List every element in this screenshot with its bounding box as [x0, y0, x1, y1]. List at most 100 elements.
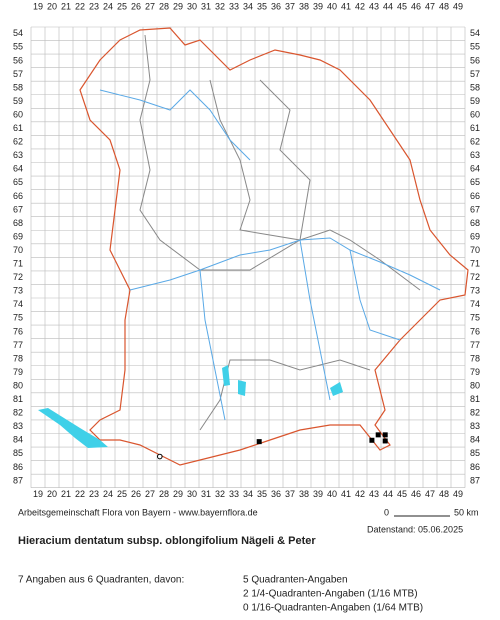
column-label: 43 — [369, 489, 379, 499]
row-label: 65 — [470, 177, 480, 187]
river — [299, 239, 331, 401]
column-label: 25 — [117, 489, 127, 499]
occurrence-marker — [375, 432, 381, 438]
column-label: 47 — [425, 489, 435, 499]
occurrence-marker — [382, 438, 388, 444]
column-label: 35 — [257, 489, 267, 499]
row-label: 74 — [470, 299, 480, 309]
row-label: 66 — [470, 191, 480, 201]
column-label: 38 — [299, 1, 309, 11]
row-label: 81 — [470, 394, 480, 404]
row-label: 82 — [470, 408, 480, 418]
column-label: 40 — [327, 1, 337, 11]
column-label: 24 — [103, 1, 113, 11]
column-label: 22 — [75, 1, 85, 11]
river — [349, 249, 401, 341]
row-label: 74 — [13, 299, 23, 309]
row-label: 57 — [470, 69, 480, 79]
column-label: 38 — [299, 489, 309, 499]
row-label: 62 — [470, 137, 480, 147]
row-label: 67 — [470, 204, 480, 214]
column-label: 33 — [229, 1, 239, 11]
occurrence-marker — [157, 453, 163, 460]
count: 2 1/4-Quadranten-Angaben (1/16 MTB) — [243, 589, 418, 600]
column-label: 36 — [271, 489, 281, 499]
column-label: 27 — [145, 489, 155, 499]
row-label: 81 — [13, 394, 23, 404]
district-border — [209, 79, 311, 241]
row-label: 71 — [13, 259, 23, 269]
row-label: 82 — [13, 408, 23, 418]
row-label: 70 — [13, 245, 23, 255]
markers — [157, 432, 388, 460]
date: Datenstand: 05.06.2025 — [367, 524, 463, 534]
lake — [38, 408, 108, 448]
row-label: 78 — [470, 353, 480, 363]
column-label: 32 — [215, 1, 225, 11]
row-label: 80 — [13, 380, 23, 390]
summary: 7 Angaben aus 6 Quadranten, davon: — [18, 575, 184, 586]
column-label: 32 — [215, 489, 225, 499]
column-label: 33 — [229, 489, 239, 499]
column-label: 44 — [383, 1, 393, 11]
row-label: 69 — [470, 231, 480, 241]
column-label: 30 — [187, 489, 197, 499]
row-label: 72 — [13, 272, 23, 282]
column-label: 49 — [453, 489, 463, 499]
column-label: 49 — [453, 1, 463, 11]
column-label: 22 — [75, 489, 85, 499]
column-label: 19 — [33, 489, 43, 499]
column-label: 28 — [159, 489, 169, 499]
column-label: 34 — [243, 1, 253, 11]
count: 5 Quadranten-Angaben — [243, 575, 348, 586]
row-label: 83 — [13, 421, 23, 431]
column-label: 20 — [47, 489, 57, 499]
column-label: 35 — [257, 1, 267, 11]
row-label: 58 — [470, 82, 480, 92]
column-label: 34 — [243, 489, 253, 499]
lake — [330, 382, 343, 396]
scale-end: 50 km — [454, 507, 479, 517]
column-label: 41 — [341, 489, 351, 499]
column-label: 42 — [355, 1, 365, 11]
column-label: 44 — [383, 489, 393, 499]
row-label: 80 — [470, 380, 480, 390]
occurrence-marker — [369, 437, 375, 443]
row-label: 60 — [470, 109, 480, 119]
scale-start: 0 — [384, 507, 389, 517]
column-label: 30 — [187, 1, 197, 11]
column-label: 37 — [285, 489, 295, 499]
row-label: 83 — [470, 421, 480, 431]
row-label: 56 — [13, 55, 23, 65]
column-label: 47 — [425, 1, 435, 11]
river — [129, 237, 441, 291]
row-label: 65 — [13, 177, 23, 187]
column-label: 23 — [89, 489, 99, 499]
row-label: 85 — [470, 448, 480, 458]
row-label: 75 — [13, 313, 23, 323]
row-label: 75 — [470, 313, 480, 323]
column-label: 27 — [145, 1, 155, 11]
row-label: 70 — [470, 245, 480, 255]
row-label: 61 — [470, 123, 480, 133]
row-label: 84 — [470, 435, 480, 445]
column-label: 46 — [411, 489, 421, 499]
bavaria-outline — [79, 27, 469, 466]
row-label: 66 — [13, 191, 23, 201]
row-label: 55 — [13, 42, 23, 52]
row-label: 59 — [470, 96, 480, 106]
row-label: 54 — [13, 28, 23, 38]
column-label: 21 — [61, 1, 71, 11]
column-label: 29 — [173, 1, 183, 11]
row-label: 72 — [470, 272, 480, 282]
row-label: 73 — [13, 286, 23, 296]
row-label: 87 — [13, 475, 23, 485]
lake — [222, 365, 230, 386]
grid: 19 19 20 20 21 21 22 22 23 23 24 24 25 25 26 26 27 27 28 28… — [13, 1, 480, 499]
column-label: 28 — [159, 1, 169, 11]
row-label: 68 — [470, 218, 480, 228]
row-label: 71 — [470, 259, 480, 269]
row-label: 79 — [13, 367, 23, 377]
column-label: 48 — [439, 489, 449, 499]
